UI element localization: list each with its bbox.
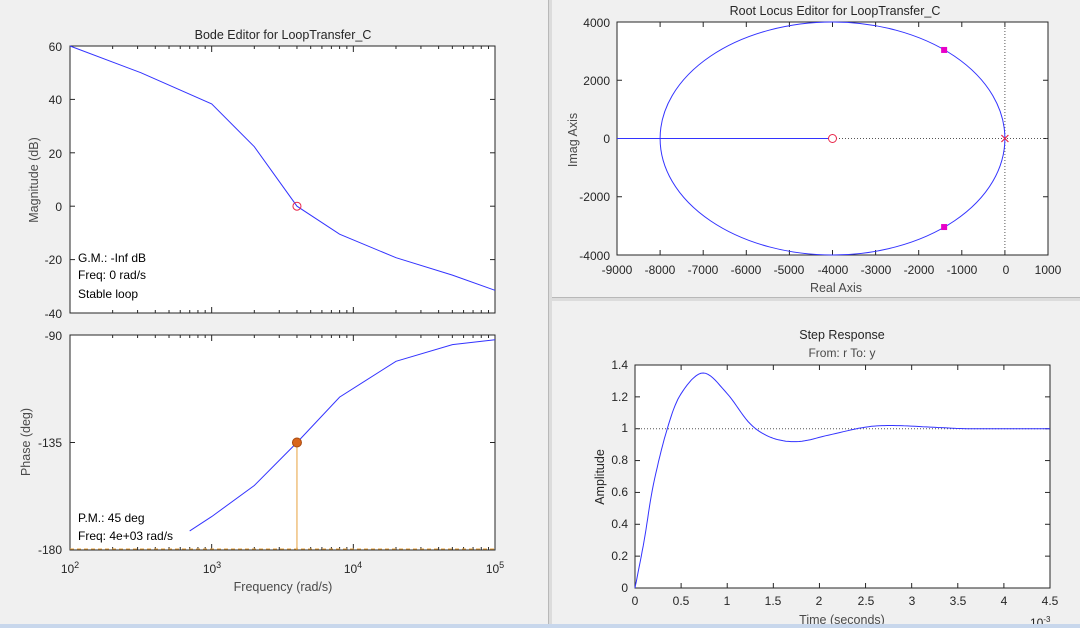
bode-phase-axes[interactable] <box>69 334 496 551</box>
rlocus-xtick-label: 0 <box>1003 263 1010 277</box>
mag-tick-label: 20 <box>49 147 63 161</box>
rlocus-xtick-label: -4000 <box>818 263 849 277</box>
step-xtick-label: 4.5 <box>1042 594 1059 608</box>
rlocus-ylabel: Imag Axis <box>566 113 580 167</box>
bode-xtick-label: 102 <box>61 560 79 576</box>
phase-ylabel: Phase (deg) <box>19 408 33 476</box>
rlocus-xtick-label: -1000 <box>947 263 978 277</box>
stability-text: Stable loop <box>78 287 138 301</box>
step-xtick-label: 2.5 <box>858 594 875 608</box>
rlocus-pole-marker[interactable] <box>1000 134 1009 143</box>
horizontal-splitter[interactable] <box>552 297 1080 302</box>
phase-tick-label: -135 <box>38 436 62 450</box>
rlocus-ytick-label: 2000 <box>583 74 610 88</box>
magnitude-ylabel: Magnitude (dB) <box>27 137 41 222</box>
rlocus-xtick-label: -3000 <box>861 263 892 277</box>
gain-margin-text: G.M.: -Inf dB <box>78 251 146 265</box>
rlocus-xtick-label: -2000 <box>904 263 935 277</box>
bode-xlabel: Frequency (rad/s) <box>234 580 333 594</box>
rlocus-xtick-label: -5000 <box>774 263 805 277</box>
step-xlabel: Time (seconds) <box>799 613 885 627</box>
vertical-splitter[interactable] <box>548 0 553 628</box>
step-xtick-label: 3 <box>909 594 916 608</box>
step-ytick-label: 0 <box>621 581 628 595</box>
bode-magnitude-axes[interactable] <box>69 45 496 314</box>
step-ytick-label: 0.2 <box>611 549 628 563</box>
phase-tick-label: -90 <box>45 329 63 343</box>
svg-text:105: 105 <box>486 560 504 576</box>
root-locus-figure: Root Locus Editor for LoopTransfer_C Ima… <box>566 4 1062 295</box>
rlocus-ticks <box>616 21 1049 256</box>
step-ytick-label: 0.8 <box>611 453 628 467</box>
rlocus-xlabel: Real Axis <box>810 281 862 295</box>
step-ytick-label: 0.6 <box>611 485 628 499</box>
mag-tick-label: 40 <box>49 93 63 107</box>
bode-xtick-label: 103 <box>203 560 221 576</box>
mag-tick-label: -40 <box>45 307 63 321</box>
step-xtick-label: 1.5 <box>765 594 782 608</box>
mag-tick-label: -20 <box>45 253 63 267</box>
rlocus-ytick-label: 0 <box>603 132 610 146</box>
step-xtick-label: 1 <box>724 594 731 608</box>
rlocus-title: Root Locus Editor for LoopTransfer_C <box>730 4 941 18</box>
phase-margin-marker[interactable] <box>291 437 302 448</box>
bode-title: Bode Editor for LoopTransfer_C <box>195 28 372 42</box>
svg-text:102: 102 <box>61 560 79 576</box>
step-xtick-label: 4 <box>1001 594 1008 608</box>
mag-tick-label: 60 <box>49 40 63 54</box>
step-xtick-label: 2 <box>816 594 823 608</box>
step-ytick-label: 0.4 <box>611 517 628 531</box>
phase-margin-text: P.M.: 45 deg <box>78 511 145 525</box>
rlocus-zero-marker[interactable] <box>828 134 837 143</box>
bode-xtick-label: 105 <box>486 560 504 576</box>
step-ytick-label: 1.4 <box>611 358 628 372</box>
rlocus-xtick-label: -8000 <box>645 263 676 277</box>
svg-text:103: 103 <box>203 560 221 576</box>
step-ytick-label: 1 <box>621 421 628 435</box>
step-xtick-label: 0 <box>632 594 639 608</box>
bode-xtick-label: 104 <box>344 560 362 576</box>
rlocus-ytick-label: -2000 <box>579 190 610 204</box>
mag-tick-label: 0 <box>55 200 62 214</box>
step-subtitle: From: r To: y <box>808 346 875 360</box>
bode-crossover-marker[interactable] <box>292 201 302 211</box>
bode-editor-figure: Bode Editor for LoopTransfer_C Magnitude… <box>19 28 504 594</box>
status-bar <box>0 624 1080 628</box>
rlocus-xtick-label: -7000 <box>688 263 719 277</box>
root-locus-editor-pane: Root Locus Editor for LoopTransfer_C Ima… <box>552 0 1080 297</box>
rlocus-xtick-label: -9000 <box>602 263 633 277</box>
bode-editor-pane: Bode Editor for LoopTransfer_C Magnitude… <box>19 28 505 594</box>
svg-text:104: 104 <box>344 560 362 576</box>
phase-tick-label: -180 <box>38 543 62 557</box>
step-ytick-label: 1.2 <box>611 390 628 404</box>
bode-phase-line[interactable] <box>189 339 496 532</box>
step-response-figure: Step Response From: r To: y Amplitude Ti… <box>593 328 1059 628</box>
step-title: Step Response <box>799 328 885 342</box>
rlocus-ytick-label: 4000 <box>583 16 610 30</box>
phase-margin-freq-text: Freq: 4e+03 rad/s <box>78 529 173 543</box>
rlocus-closed-loop-pole[interactable] <box>941 224 948 231</box>
rlocus-xtick-label: -6000 <box>731 263 762 277</box>
rlocus-ytick-label: -4000 <box>579 249 610 263</box>
step-ylabel: Amplitude <box>593 449 607 505</box>
step-xtick-label: 0.5 <box>673 594 690 608</box>
step-response-pane: Step Response From: r To: y Amplitude Ti… <box>552 301 1080 628</box>
step-response-line[interactable] <box>634 372 1050 589</box>
rlocus-closed-loop-pole[interactable] <box>941 46 948 53</box>
bode-magnitude-line[interactable] <box>69 45 496 291</box>
rlocus-xtick-label: 1000 <box>1035 263 1062 277</box>
step-xtick-label: 3.5 <box>950 594 967 608</box>
gain-margin-freq-text: Freq: 0 rad/s <box>78 268 146 282</box>
step-axes[interactable] <box>634 364 1051 589</box>
